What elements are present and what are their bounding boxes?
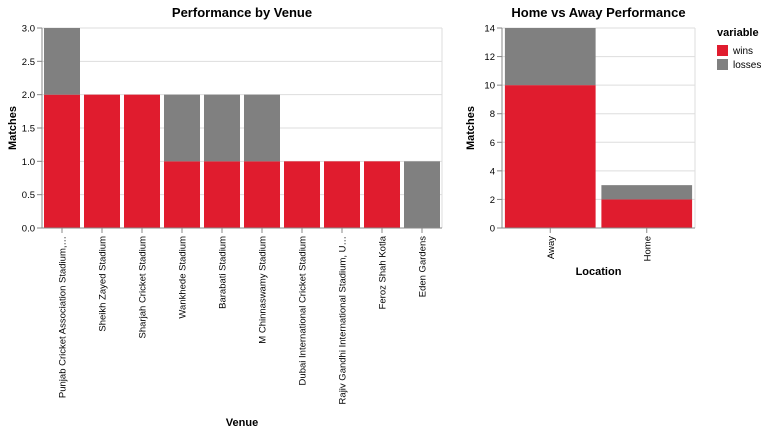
bar-losses: [244, 94, 280, 162]
y-tick-label: 2.0: [22, 90, 35, 101]
y-tick-label: 10: [484, 81, 495, 92]
bar-wins: [244, 161, 280, 228]
legend-label: wins: [732, 46, 753, 57]
x-tick-label: Home: [642, 236, 653, 261]
y-tick-label: 1.0: [22, 157, 35, 168]
venue-chart: Performance by Venue 0.0 0.5 1.0 1.5 2.0 2.5 3.…: [7, 5, 443, 429]
y-axis-title: Matches: [7, 106, 19, 150]
home-away-chart: Home vs Away Performance 0 2 4 6 8 10 12 14 Match…: [465, 5, 696, 278]
y-tick-label: 12: [484, 52, 495, 63]
x-tick-label: Rajiv Gandhi International Stadium, U…: [338, 236, 349, 404]
bar-wins: [124, 94, 160, 229]
x-axis-title: Venue: [226, 417, 258, 429]
bar-losses: [504, 28, 596, 86]
bar-wins: [44, 94, 80, 229]
x-axis-title: Location: [576, 266, 622, 278]
x-tick-label: Eden Gardens: [418, 236, 429, 298]
x-tick-label: Sheikh Zayed Stadium: [98, 236, 109, 332]
y-tick-label: 2.5: [22, 57, 35, 68]
y-tick-label: 0.5: [22, 190, 35, 201]
bar-wins: [601, 199, 693, 228]
y-tick-label: 8: [490, 109, 495, 120]
x-tick-label: Barabati Stadium: [218, 236, 229, 309]
legend-swatch-wins: [717, 45, 728, 56]
y-tick-label: 3.0: [22, 24, 35, 35]
x-tick-label: Away: [546, 236, 557, 259]
x-tick-label: Punjab Cricket Association Stadium,…: [58, 236, 69, 398]
bar-losses: [404, 161, 440, 228]
legend-swatch-losses: [717, 59, 728, 70]
bar-wins: [364, 161, 400, 228]
y-axis-title: Matches: [465, 106, 477, 150]
y-tick-label: 0.0: [22, 224, 35, 235]
legend-label: losses: [733, 60, 761, 71]
bar-wins: [164, 161, 200, 228]
legend-title: variable: [717, 27, 759, 39]
bar-losses: [164, 94, 200, 162]
bar-losses: [601, 185, 693, 200]
bar-wins: [284, 161, 320, 228]
legend: variable wins losses: [717, 27, 761, 71]
chart-title: Home vs Away Performance: [511, 5, 685, 20]
x-tick-label: Wankhede Stadium: [178, 236, 189, 319]
x-tick-label: M Chinnaswamy Stadium: [258, 236, 269, 344]
chart-title: Performance by Venue: [172, 5, 312, 20]
bar-wins: [324, 161, 360, 228]
bar-wins: [204, 161, 240, 228]
x-tick-label: Sharjah Cricket Stadium: [138, 236, 149, 339]
x-tick-label: Feroz Shah Kotla: [378, 235, 389, 309]
x-tick-label: Dubai International Cricket Stadium: [298, 236, 309, 386]
bar-wins: [84, 94, 120, 229]
y-tick-label: 4: [490, 166, 495, 177]
y-tick-label: 6: [490, 138, 495, 149]
bar-wins: [504, 85, 596, 229]
y-tick-label: 2: [490, 195, 495, 206]
bar-losses: [204, 94, 240, 162]
bar-losses: [44, 28, 80, 95]
y-tick-label: 0: [490, 224, 495, 235]
y-tick-label: 1.5: [22, 124, 35, 135]
y-tick-label: 14: [484, 24, 495, 35]
